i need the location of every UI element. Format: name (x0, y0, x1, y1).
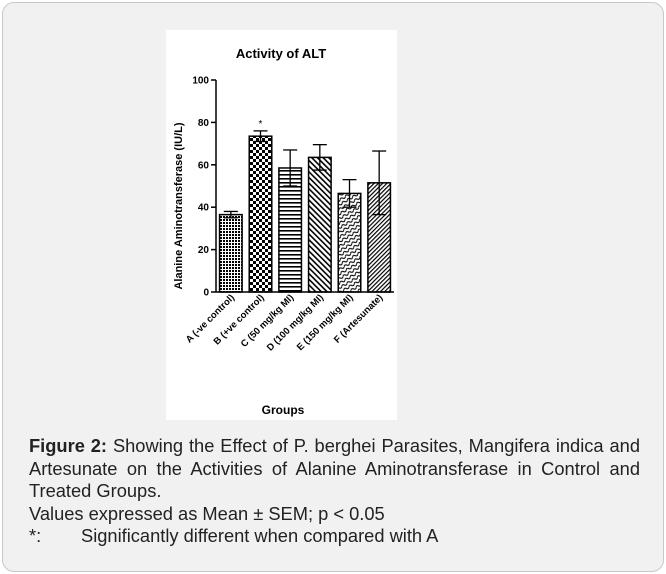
bar-d (307, 156, 332, 293)
y-tick-label: 20 (198, 245, 210, 256)
chart-title: Activity of ALT (236, 46, 326, 61)
significance-symbol: *: (29, 525, 42, 546)
caption-text: Showing the Effect of P. berghei Parasit… (29, 435, 640, 501)
y-tick-label: 0 (203, 288, 209, 299)
y-axis: 0 20 40 60 80 100 (192, 76, 217, 299)
y-tick-label: 40 (198, 203, 210, 214)
alt-activity-chart: Activity of ALT Alanine Aminotransferase… (173, 46, 394, 417)
y-tick-label: 60 (198, 160, 210, 171)
caption-paragraph: Figure 2: Showing the Effect of P. bergh… (29, 435, 640, 503)
bar-e (337, 192, 362, 293)
y-tick-label: 80 (198, 118, 210, 129)
bars: * (216, 119, 394, 293)
significance-text: Significantly different when compared wi… (81, 525, 439, 546)
x-axis-label: Groups (262, 403, 305, 417)
values-note: Values expressed as Mean ± SEM; p < 0.05 (29, 502, 385, 524)
y-tick-label: 100 (192, 76, 209, 87)
significance-note: *: Significantly different when compared… (29, 525, 640, 548)
figure-label: Figure 2: (29, 435, 108, 456)
bar-a (218, 213, 243, 293)
y-axis-label: Alanine Aminotransferase (IU/L) (173, 122, 185, 289)
chart-panel: Activity of ALT Alanine Aminotransferase… (166, 30, 397, 420)
bar-b (248, 135, 273, 293)
x-axis-tick-labels: A (-ve control)B (+ve control)C (50 mg/k… (184, 292, 385, 353)
x-tick-label: C (50 mg/kg MI) (239, 292, 296, 349)
significance-marker: * (259, 119, 263, 130)
figure-caption: Figure 2: Showing the Effect of P. bergh… (29, 435, 640, 548)
